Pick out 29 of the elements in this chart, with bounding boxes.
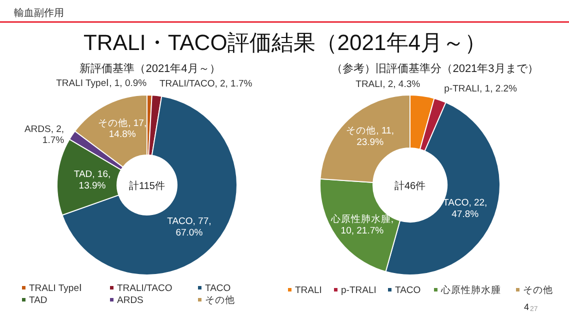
legend-label: TRALI <box>295 285 322 296</box>
legend-label: TRALI/TACO <box>117 283 172 294</box>
data-label: p-TRALI, 1, 2.2% <box>444 84 518 95</box>
data-label: TRALI/TACO, 2, 1.7% <box>159 78 253 90</box>
data-label: TACO, 77, 67.0% <box>167 216 212 238</box>
legend-label: 心原性肺水腫 <box>440 284 501 296</box>
legend-label: ARDS <box>117 295 144 306</box>
data-label: TACO, 22, 47.8% <box>443 198 488 220</box>
data-label: その他, 11, 23.9% <box>346 124 394 148</box>
legend-label: TAD <box>29 295 48 306</box>
data-label: TAD, 16, 13.9% <box>74 168 111 192</box>
text: 4 <box>524 302 530 312</box>
chart-title: （参考）旧評価基準分（2021年3月まで） <box>332 62 538 75</box>
data-label: TRALI, 2, 4.3% <box>356 78 421 90</box>
data-label: TRALI TypeⅠ, 1, 0.9% <box>56 78 148 90</box>
data-label: ARDS, 2, 1.7% <box>24 124 65 146</box>
legend-label: その他 <box>205 294 235 306</box>
text: 計115件 <box>129 180 165 192</box>
text: 輸血副作用 <box>14 7 64 19</box>
text: TRALI・TACO評価結果（2021年4月～） <box>83 30 487 55</box>
legend-label: p-TRALI <box>341 285 376 296</box>
chart-title: 新評価基準（2021年4月～） <box>80 62 220 75</box>
legend-label: その他 <box>523 284 553 296</box>
legend-label: TRALI TypeⅠ <box>29 283 82 294</box>
data-label: 心原性肺水腫, 10, 21.7% <box>330 212 394 236</box>
legend-label: TACO <box>395 285 421 296</box>
legend-label: TACO <box>205 283 231 294</box>
data-label: その他, 17, 14.8% <box>98 116 147 140</box>
text: 計46件 <box>394 180 426 192</box>
